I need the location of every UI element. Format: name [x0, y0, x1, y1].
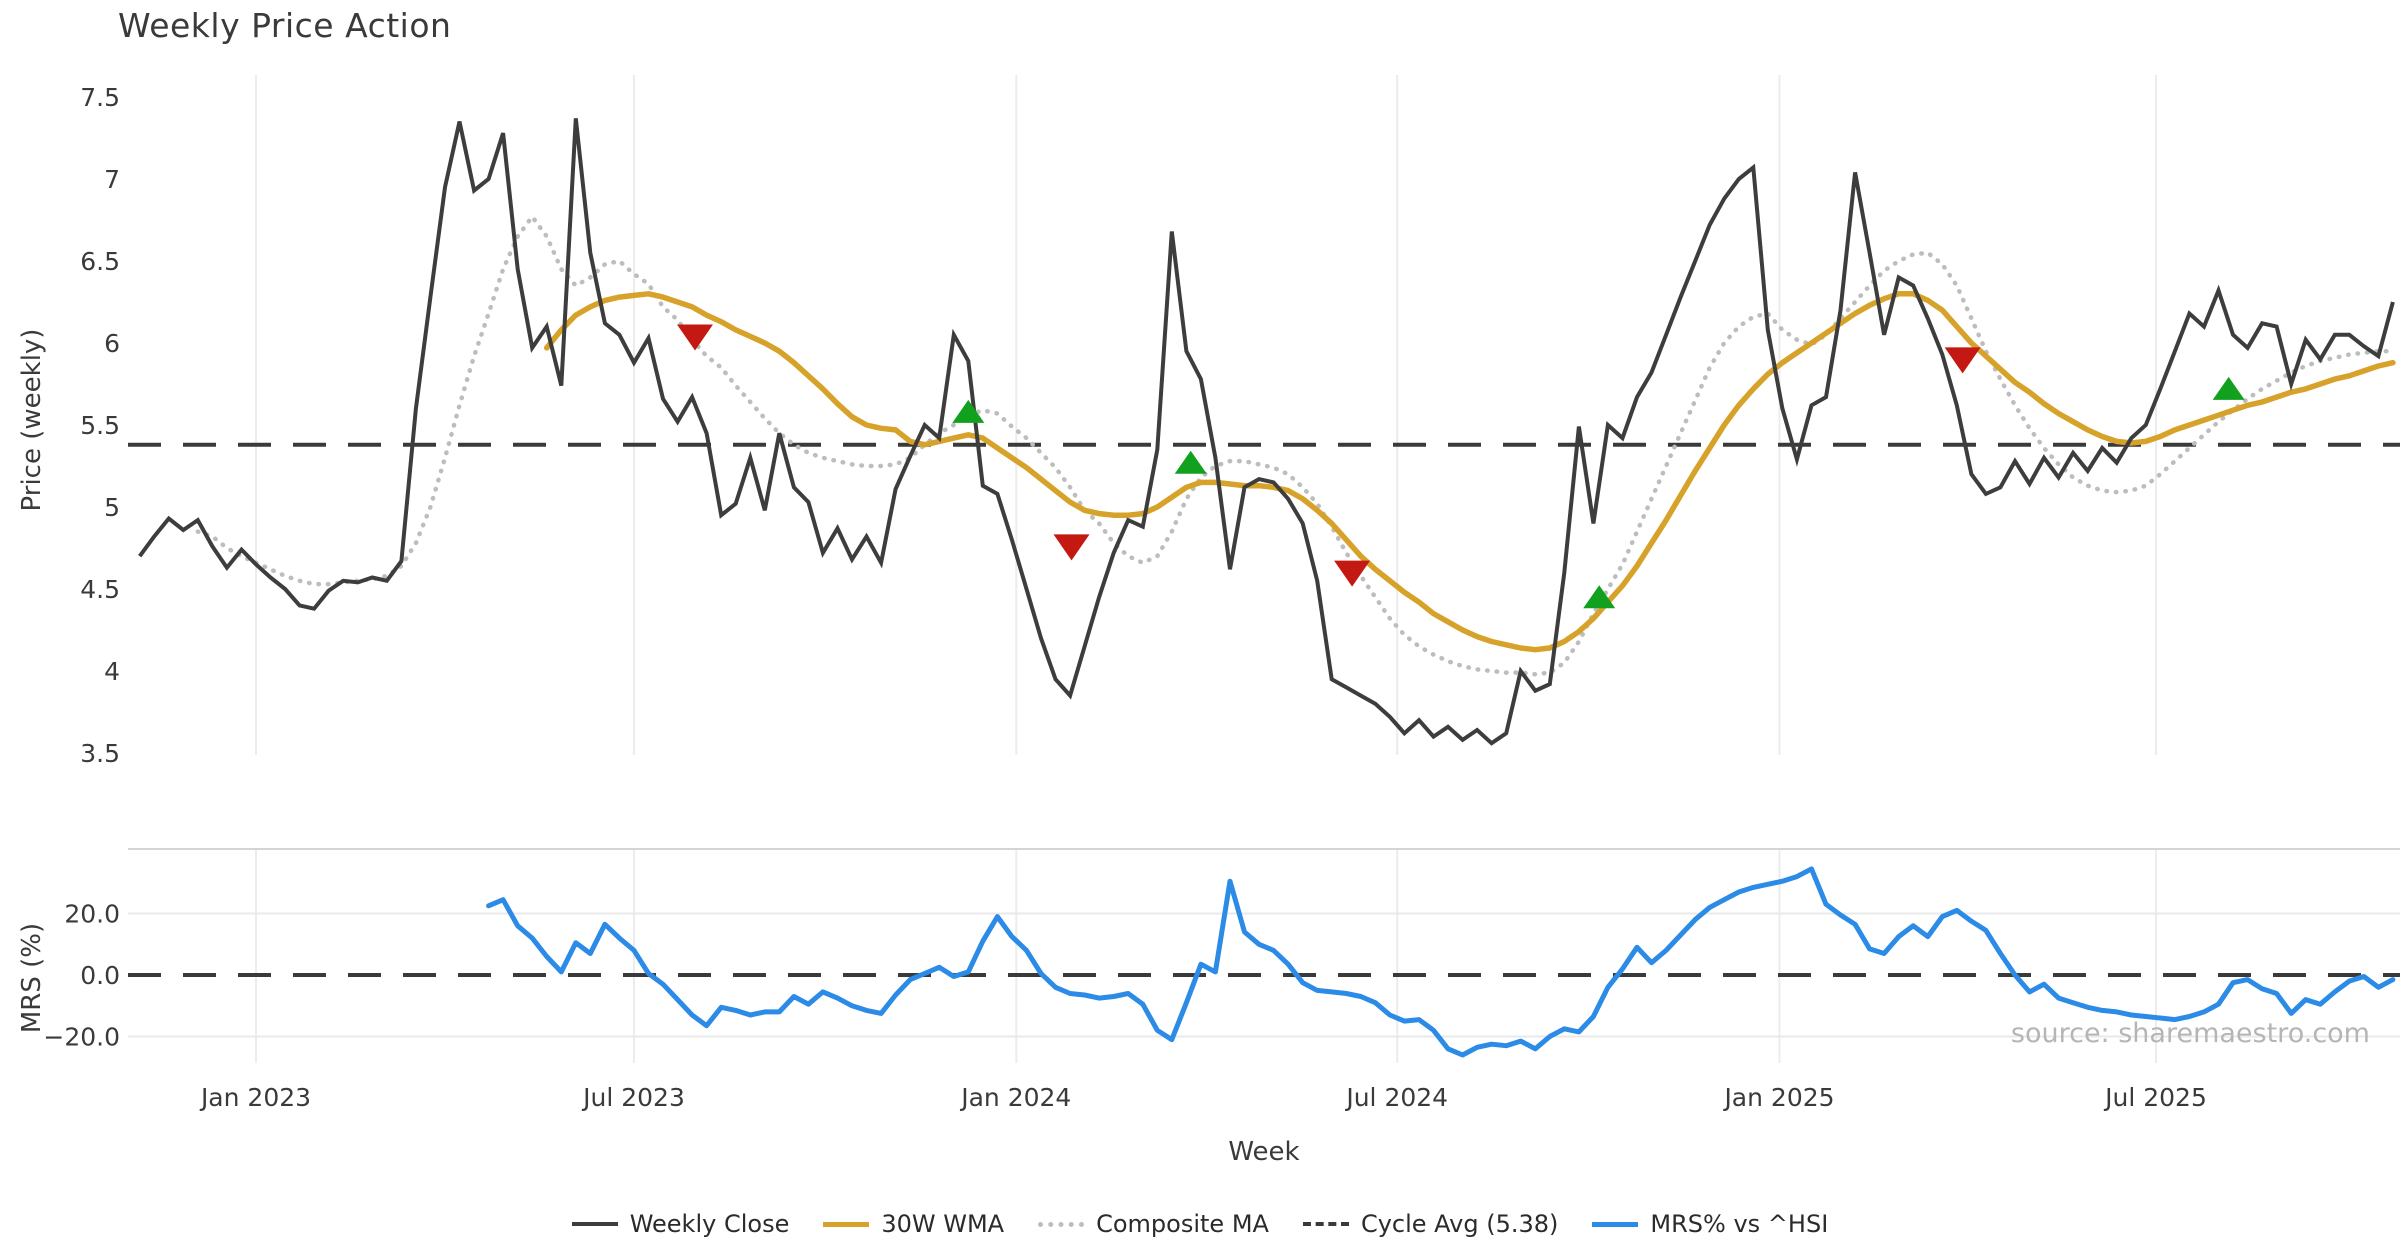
price-tick-label: 4.5: [80, 575, 120, 604]
legend-item-cycle-avg: Cycle Avg (5.38): [1302, 1210, 1559, 1238]
sell-marker-icon: [677, 324, 714, 351]
price-tick-label: 5.5: [80, 411, 120, 440]
mrs-axis-title: MRS (%): [17, 923, 47, 1033]
weekly-close-line-icon: [571, 1222, 618, 1226]
buy-marker-icon: [952, 399, 985, 423]
price-tick-label: 4: [104, 657, 120, 686]
price-tick-label: 7.5: [80, 83, 120, 112]
legend-label: MRS% vs ^HSI: [1650, 1210, 1829, 1238]
x-axis-title: Week: [1228, 1137, 1299, 1167]
composite-line-icon: [1038, 1221, 1085, 1227]
legend-label: Composite MA: [1096, 1210, 1269, 1238]
source-note: source: sharemaestro.com: [2011, 1018, 2370, 1049]
price-tick-label: 5: [104, 493, 120, 522]
x-tick-label: Jul 2023: [581, 1083, 685, 1112]
sell-marker-icon: [1334, 560, 1371, 587]
legend-label: 30W WMA: [881, 1210, 1005, 1238]
legend: Weekly Close 30W WMA Composite MA Cycle …: [0, 1210, 2400, 1238]
wma30-line: [543, 291, 2396, 653]
legend-item-weekly-close: Weekly Close: [571, 1210, 790, 1238]
weekly-close-line: [138, 118, 2395, 746]
legend-label: Cycle Avg (5.38): [1360, 1210, 1559, 1238]
x-tick-label: Jan 2025: [1722, 1083, 1834, 1112]
price-axis-title: Price (weekly): [17, 329, 47, 512]
page-title: Weekly Price Action: [118, 6, 452, 45]
legend-label: Weekly Close: [629, 1210, 790, 1238]
price-tick-label: 7: [104, 165, 120, 194]
legend-item-mrs: MRS% vs ^HSI: [1592, 1210, 1828, 1238]
sell-marker-icon: [1053, 534, 1090, 561]
x-tick-label: Jan 2023: [199, 1083, 311, 1112]
mrs-tick-label: 0.0: [80, 961, 120, 990]
legend-item-composite-ma: Composite MA: [1038, 1210, 1269, 1238]
price-tick-label: 6.5: [80, 247, 120, 276]
buy-marker-icon: [2212, 376, 2245, 400]
mrs-line-icon: [1592, 1221, 1639, 1227]
wma-line-icon: [823, 1221, 870, 1227]
mrs-tick-label: 20.0: [64, 900, 120, 929]
buy-marker-icon: [1174, 450, 1207, 474]
x-tick-label: Jul 2024: [1344, 1083, 1448, 1112]
mrs-line: [486, 866, 2396, 1058]
buy-marker-icon: [1583, 585, 1616, 609]
cycle-avg-line-icon: [1302, 1222, 1349, 1226]
legend-item-30w-wma: 30W WMA: [823, 1210, 1004, 1238]
sell-marker-icon: [1944, 347, 1981, 374]
mrs-tick-label: −20.0: [43, 1023, 120, 1052]
price-tick-label: 3.5: [80, 739, 120, 768]
x-tick-label: Jan 2024: [959, 1083, 1071, 1112]
price-tick-label: 6: [104, 329, 120, 358]
x-tick-label: Jul 2025: [2103, 1083, 2207, 1112]
